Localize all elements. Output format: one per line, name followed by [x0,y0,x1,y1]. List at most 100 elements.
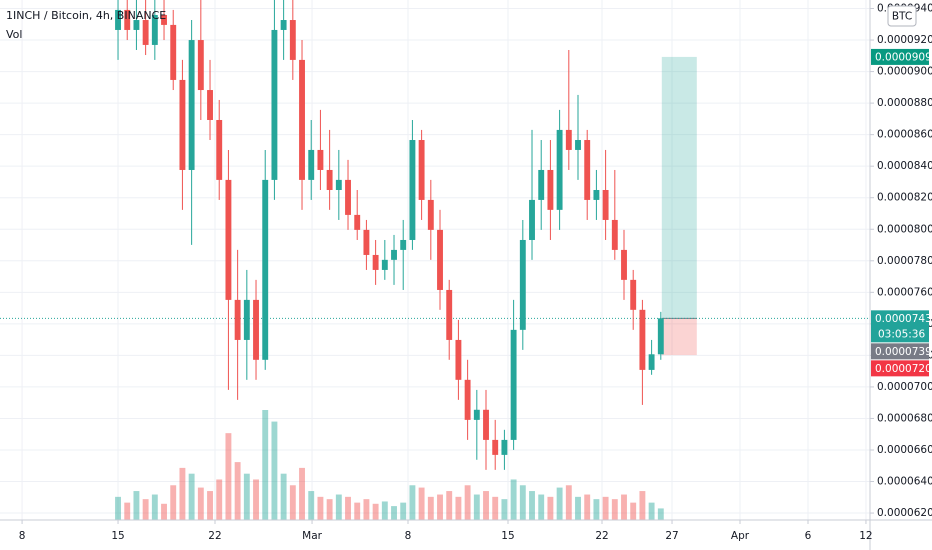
volume-bar [519,485,526,520]
volume-bar [418,487,425,520]
candle-body [335,179,342,190]
price-label-box [871,310,929,343]
target-zone [661,56,697,319]
volume-bar [584,494,591,520]
candle-body [289,20,296,60]
volume-bar [409,485,416,520]
price-label-box [871,360,929,377]
candle-body [437,229,443,290]
volume-bar [188,473,195,520]
candle-body [427,199,434,230]
volume-bar [473,494,480,520]
volume-bar [492,496,499,520]
volume-bar [455,496,462,520]
candle-body [593,189,600,200]
x-tick-label: 27 [665,530,678,542]
volume-bar [253,479,259,520]
candle-body [648,354,655,370]
currency-button-box[interactable] [887,5,917,27]
candle-body [354,214,361,230]
x-tick-label: 8 [19,530,26,542]
candle-body [124,9,131,30]
currency-button-text[interactable]: BTC [892,11,912,23]
candle-body [133,20,140,30]
candle-body [492,439,499,455]
volume-bar [565,485,572,520]
volume-bar [446,491,453,520]
volume-bar [621,494,627,520]
candle-body [575,140,581,150]
candle-body [611,219,618,250]
x-tick-label: 15 [501,530,514,542]
candle-body [446,289,453,340]
volume-bar [427,496,434,520]
candle-body [151,14,158,45]
candle-body [529,199,535,240]
candle-body [547,169,554,210]
candle-body [483,409,489,440]
volume-bar [630,502,637,520]
candle-body [510,329,517,440]
volume-bar [335,494,342,520]
volume-bar [363,499,370,520]
price-label: 0.00007202 [875,363,932,375]
currency-button[interactable]: BTC [887,5,917,27]
volume-bar [648,502,655,520]
volume-bar [216,479,223,520]
volume-bar [437,494,443,520]
candle-body [473,409,480,420]
candle-body [280,20,287,30]
volume-bar [556,487,563,520]
candle-body [501,439,508,455]
candle-body [630,279,637,310]
volume-bar [308,491,315,520]
volume-bar [289,485,296,520]
volume-bar [280,473,287,520]
x-tick-label: 6 [805,530,812,542]
volume-bar [639,491,646,520]
candle-body [308,149,315,180]
x-tick-label: 8 [405,530,412,542]
candle-body [326,169,333,190]
candle-body [207,90,213,120]
candle-body [262,179,269,360]
candle-body [400,239,407,250]
volume-bar [115,496,121,520]
x-tick-label: 22 [208,530,221,542]
candle-body [418,140,425,200]
volume-bar [529,491,535,520]
volume-bar [510,479,517,520]
candle-body [170,24,177,80]
candle-body [142,20,149,45]
volume-bar [611,499,618,520]
candle-body [363,229,370,255]
candle-body [639,309,646,370]
volume-bar [464,485,471,520]
volume-bar [271,421,278,520]
volume-bar [372,503,379,520]
grid-layer [0,0,870,520]
candle-body [271,29,278,180]
price-label: 0.00007435 [875,313,932,325]
volume-bar [391,506,397,520]
candle-body [381,259,388,270]
candle-body [345,179,351,215]
chart-title: 1INCH / Bitcoin, 4h, BINANCE [6,9,166,22]
volume-bar [575,496,581,520]
price-label-box [871,343,929,360]
candle-body [234,299,241,340]
volume-bar [501,499,508,520]
candle-body [584,140,591,200]
volume-bar [345,496,351,520]
candle-body [188,40,195,170]
countdown-label: 03:05:36 [878,328,925,340]
volume-bar [657,508,664,520]
